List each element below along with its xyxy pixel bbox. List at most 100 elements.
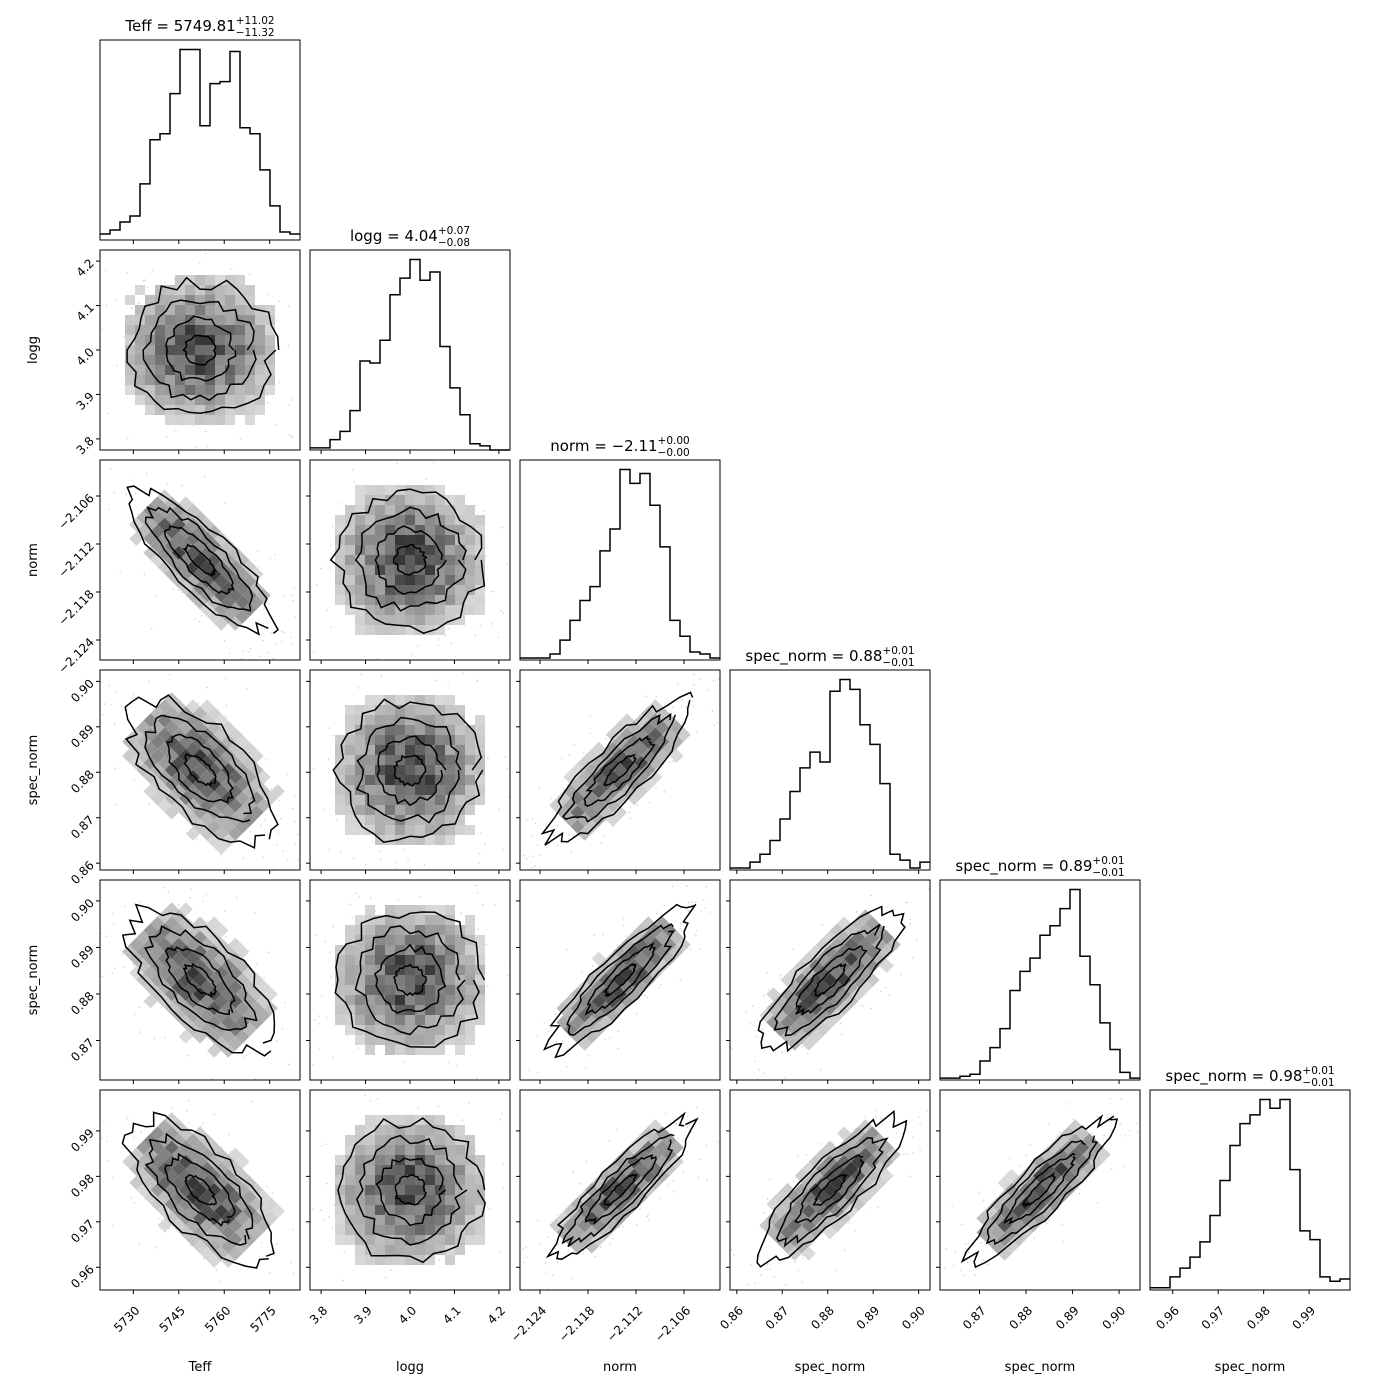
density-cell (405, 995, 415, 1005)
contour-line-4 (392, 543, 428, 576)
density-cell (335, 565, 345, 575)
panel-6-3 (519, 1089, 721, 1291)
contour-line-1 (126, 485, 279, 636)
density-cell (445, 1165, 455, 1175)
param-title: norm = −2.11+0.00 (550, 435, 689, 455)
density-cell (365, 985, 375, 995)
density-cell (425, 495, 435, 505)
density-cell (345, 935, 355, 945)
density-cell (355, 515, 365, 525)
density-cell (425, 1215, 435, 1225)
density-cell (345, 745, 355, 755)
density-cell (145, 305, 155, 315)
density-cell (385, 765, 395, 775)
contour-line-3 (166, 733, 234, 804)
contour-line-1 (121, 1111, 275, 1269)
density-cell (465, 955, 475, 965)
density-cell (215, 385, 225, 395)
density-cell (214, 840, 229, 855)
density-cell (445, 1135, 455, 1145)
density-cell (425, 1115, 435, 1125)
density-cell (385, 945, 395, 955)
contour-line-1 (543, 903, 697, 1059)
density-cell (425, 585, 435, 595)
density-cell (435, 945, 445, 955)
density-cell (465, 735, 475, 745)
density-cell (465, 545, 475, 555)
density-cell (365, 785, 375, 795)
x-tick-label: 0.87 (763, 1303, 792, 1332)
density-cell (215, 415, 225, 425)
density-cell (375, 975, 385, 985)
density-cell (465, 785, 475, 795)
density-cell (405, 605, 415, 615)
density-cell (435, 1125, 445, 1135)
density-cell (143, 784, 158, 799)
density-cell (465, 1145, 475, 1155)
density-cell (155, 345, 165, 355)
density-cell (355, 975, 365, 985)
histogram-2: logg = 4.04+0.07−0.08 (309, 225, 511, 451)
density-cell (125, 295, 135, 305)
contour-line-4 (393, 754, 427, 787)
density-cell (345, 705, 355, 715)
density-cell (405, 765, 415, 775)
density-cell (245, 335, 255, 345)
density-cell (385, 535, 395, 545)
density-cell (415, 725, 425, 735)
density-cell (405, 1175, 415, 1185)
density-cell (475, 1185, 485, 1195)
density-cell (425, 1145, 435, 1155)
density-cell (415, 905, 425, 915)
density-cell (255, 385, 265, 395)
density-cell (435, 825, 445, 835)
x-tick-label: 0.96 (1153, 1303, 1182, 1332)
density-cell (465, 925, 475, 935)
density-cell (155, 295, 165, 305)
density-cell (445, 835, 455, 845)
density-cell (395, 1225, 405, 1235)
density-cell (475, 605, 485, 615)
density-cell (425, 535, 435, 545)
density-cell (143, 1189, 158, 1205)
density-cell (455, 535, 465, 545)
density-cell (405, 1025, 415, 1035)
x-tick-label: 4.0 (396, 1303, 419, 1326)
density-cell (465, 755, 475, 765)
density-cell (465, 1215, 475, 1225)
density-cell (395, 795, 405, 805)
density-cell (265, 335, 275, 345)
density-cell (225, 385, 235, 395)
density-cell (345, 1165, 355, 1175)
density-cell (425, 965, 435, 975)
density-cell (355, 545, 365, 555)
density-cell (335, 945, 345, 955)
density-cell (355, 1215, 365, 1225)
density-cell (165, 315, 175, 325)
density-cell (235, 305, 245, 315)
density-cell (375, 625, 385, 635)
x-tick-label: 0.98 (1244, 1303, 1273, 1332)
density-cell (335, 805, 345, 815)
density-cell (165, 285, 175, 295)
axes-frame (99, 669, 301, 871)
density-cell (395, 1255, 405, 1265)
density-cell (415, 735, 425, 745)
density-cell (365, 705, 375, 715)
contour-line-3 (1003, 1152, 1076, 1225)
density-cell (465, 585, 475, 595)
density-cell (245, 315, 255, 325)
x-tick-label: 0.90 (899, 1303, 928, 1332)
density-cell (335, 595, 345, 605)
density-cell (385, 715, 395, 725)
density-cell (355, 1245, 365, 1255)
histogram-step-line (100, 48, 300, 235)
density-cell (365, 1165, 375, 1175)
density-cell (405, 785, 415, 795)
density-cell (335, 1225, 345, 1235)
density-cell (395, 995, 405, 1005)
density-cell (425, 1245, 435, 1255)
density-cell (445, 1155, 455, 1165)
density-cell (385, 805, 395, 815)
density-cell (235, 395, 245, 405)
